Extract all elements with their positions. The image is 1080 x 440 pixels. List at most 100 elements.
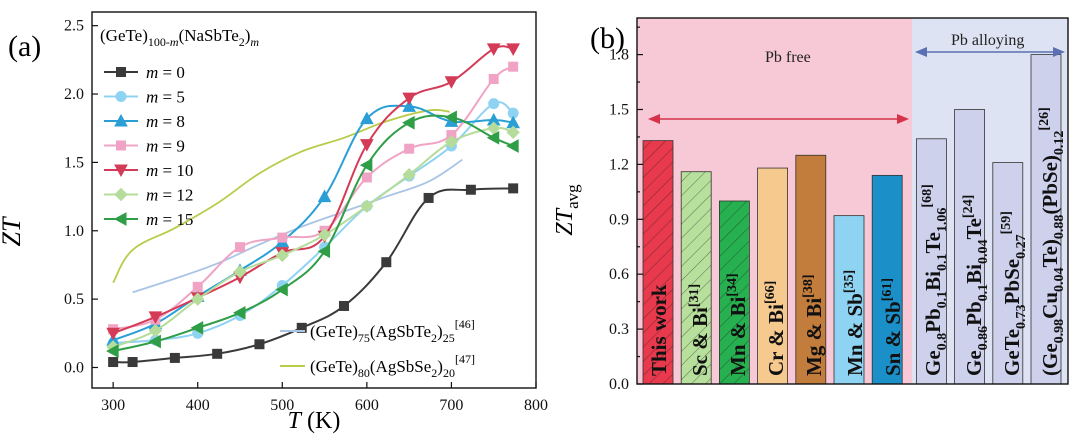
data-point — [232, 305, 246, 320]
bar-5 — [795, 154, 827, 385]
panel-b-ticks: 0.0 0.3 0.6 0.9 1.2 1.5 1.8 — [609, 26, 643, 393]
x-tick-label: 600 — [355, 397, 379, 414]
data-point — [444, 110, 457, 125]
data-point — [277, 232, 288, 243]
data-point — [361, 172, 372, 183]
data-point — [506, 43, 521, 56]
reference-curve-1 — [132, 158, 463, 294]
data-point — [359, 158, 373, 172]
panel-a-xlabel: T (K) — [288, 408, 341, 434]
data-point — [402, 92, 416, 106]
y-tick-label: 1.8 — [609, 47, 629, 64]
y-tick-label: 1.2 — [609, 156, 629, 173]
legend-label: m = 9 — [146, 137, 185, 156]
data-point — [488, 73, 499, 84]
panel-b-ylabel: ZTavg — [552, 184, 582, 236]
y-tick-label: 2.5 — [64, 18, 84, 35]
legend-marker — [115, 91, 127, 102]
legend-title: (GeTe)100-m(NaSbTe2)m — [100, 26, 259, 49]
data-point — [254, 339, 265, 350]
data-point — [233, 265, 247, 279]
data-point — [148, 334, 161, 349]
panel-b-label: (b) — [590, 22, 625, 55]
pb-free-arrow — [648, 114, 909, 124]
bar-hatch — [719, 201, 750, 384]
legend-item: m = 9 — [104, 137, 185, 156]
data-point — [339, 300, 350, 311]
x-tick-label: 500 — [270, 397, 294, 414]
data-point — [402, 99, 416, 112]
bar-hatch — [643, 140, 673, 384]
y-tick-label: 0.6 — [609, 266, 629, 283]
y-tick-label: 1.5 — [609, 102, 629, 119]
data-point — [402, 167, 416, 182]
legend-item: m = 15 — [104, 210, 193, 229]
data-point — [148, 311, 163, 324]
data-point — [317, 189, 332, 203]
data-point — [192, 281, 203, 292]
panel-a-ylabel: ZT — [0, 216, 26, 246]
y-tick-label: 2.0 — [64, 86, 84, 103]
data-point — [191, 292, 205, 306]
bar-hatch — [681, 171, 712, 384]
series-m-15 — [106, 110, 519, 358]
legend-item: m = 10 — [104, 161, 193, 180]
data-point — [402, 115, 415, 130]
data-point — [360, 139, 374, 152]
y-tick-label: 0.5 — [64, 291, 84, 308]
reference-curve-2 — [112, 108, 450, 284]
legend-item: m = 5 — [104, 88, 185, 107]
data-point — [488, 98, 500, 110]
data-point — [508, 183, 519, 194]
bar-label-this-work: This work — [647, 284, 671, 376]
x-tick-label: 400 — [186, 397, 210, 414]
y-tick-label: 0.9 — [609, 211, 629, 228]
legend-marker — [114, 113, 128, 127]
legend-marker — [114, 187, 128, 202]
bar-6 — [833, 215, 865, 385]
bar-10 — [992, 162, 1024, 385]
data-point — [404, 143, 415, 154]
x-tick-label: 800 — [524, 397, 548, 414]
legend-marker — [113, 212, 127, 226]
bar-9 — [954, 109, 985, 385]
bar-4 — [757, 167, 788, 385]
data-point — [235, 242, 245, 253]
data-point — [486, 130, 500, 145]
data-point — [275, 248, 289, 263]
legend-marker — [116, 140, 126, 151]
x-tick-label: 300 — [101, 397, 125, 414]
data-point — [381, 257, 392, 268]
legend-ref-46: (GeTe)75(AgSbTe2)25[46] — [280, 317, 475, 345]
data-point — [190, 320, 204, 335]
y-tick-label: 0.3 — [609, 321, 629, 338]
svg-text:(GeTe)75(AgSbTe2)25[46]: (GeTe)75(AgSbTe2)25[46] — [310, 317, 475, 345]
data-point — [444, 76, 459, 89]
legend-label: m = 0 — [146, 63, 185, 82]
y-tick-label: 0.0 — [64, 359, 84, 376]
data-point — [127, 357, 138, 368]
pb-alloy-arrow — [915, 47, 1065, 57]
legend-label: m = 12 — [146, 186, 193, 205]
data-point — [108, 357, 119, 368]
legend-label: m = 8 — [146, 112, 185, 131]
data-point — [296, 322, 307, 333]
series-m-0 — [108, 183, 519, 368]
panel-a-ticks: 300 400 500 600 700 800 0.0 0.5 1.0 1.5 2.0 2.5 — [64, 18, 548, 414]
legend-item: m = 8 — [104, 112, 185, 131]
legend-label: m = 10 — [146, 161, 193, 180]
data-point — [106, 344, 119, 358]
panel-b-bar-labels: This work Sc & Bi[31] Mn & Bi[34] Cr & B… — [647, 107, 1067, 376]
data-point — [275, 282, 288, 297]
region-label-pb-free: Pb free — [765, 49, 811, 66]
legend-label: m = 5 — [146, 88, 185, 107]
panel-b-plot-frame — [636, 17, 1069, 385]
legend-marker — [114, 164, 128, 178]
data-point — [465, 184, 476, 195]
bar-label-mg-bi: Mg & Bi[38] — [801, 275, 826, 376]
x-tick-label: 700 — [439, 397, 463, 414]
y-tick-label: 1.0 — [64, 223, 84, 240]
data-point — [317, 228, 332, 242]
legend-item: m = 0 — [104, 63, 185, 82]
